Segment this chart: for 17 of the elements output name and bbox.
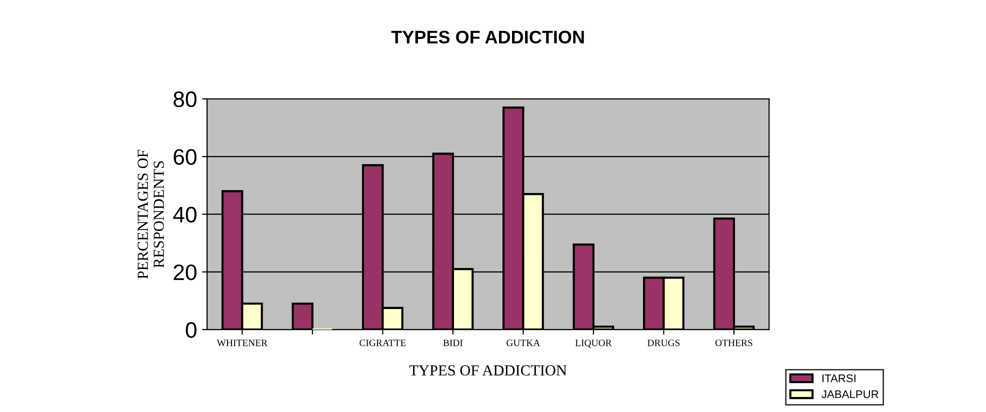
chart-title: TYPES OF ADDICTION xyxy=(391,30,584,44)
x-tick-label: OTHERS xyxy=(715,340,752,346)
y-tick-label: 0 xyxy=(186,322,196,338)
y-tick-label: 40 xyxy=(173,206,196,223)
y-axis-title: PERCENTAGES OF RESPONDENTS xyxy=(138,150,164,279)
x-tick-label: CIGRATTE xyxy=(360,340,406,346)
x-tick-label: LIQUOR xyxy=(575,340,612,348)
y-tick-label: 20 xyxy=(174,264,196,280)
x-tick-label: WHITENER xyxy=(216,340,268,346)
x-axis-title: TYPES OF ADDICTION xyxy=(409,365,567,376)
y-tick-label: 80 xyxy=(174,91,196,108)
legend-label: JABALPUR xyxy=(822,390,878,398)
x-tick-label: GUTKA xyxy=(506,340,540,346)
x-tick-label: BIDI xyxy=(443,340,463,346)
y-tick-label: 60 xyxy=(174,149,196,165)
x-tick-label: DRUGS xyxy=(648,340,680,346)
legend-label: ITARSI xyxy=(822,374,856,382)
